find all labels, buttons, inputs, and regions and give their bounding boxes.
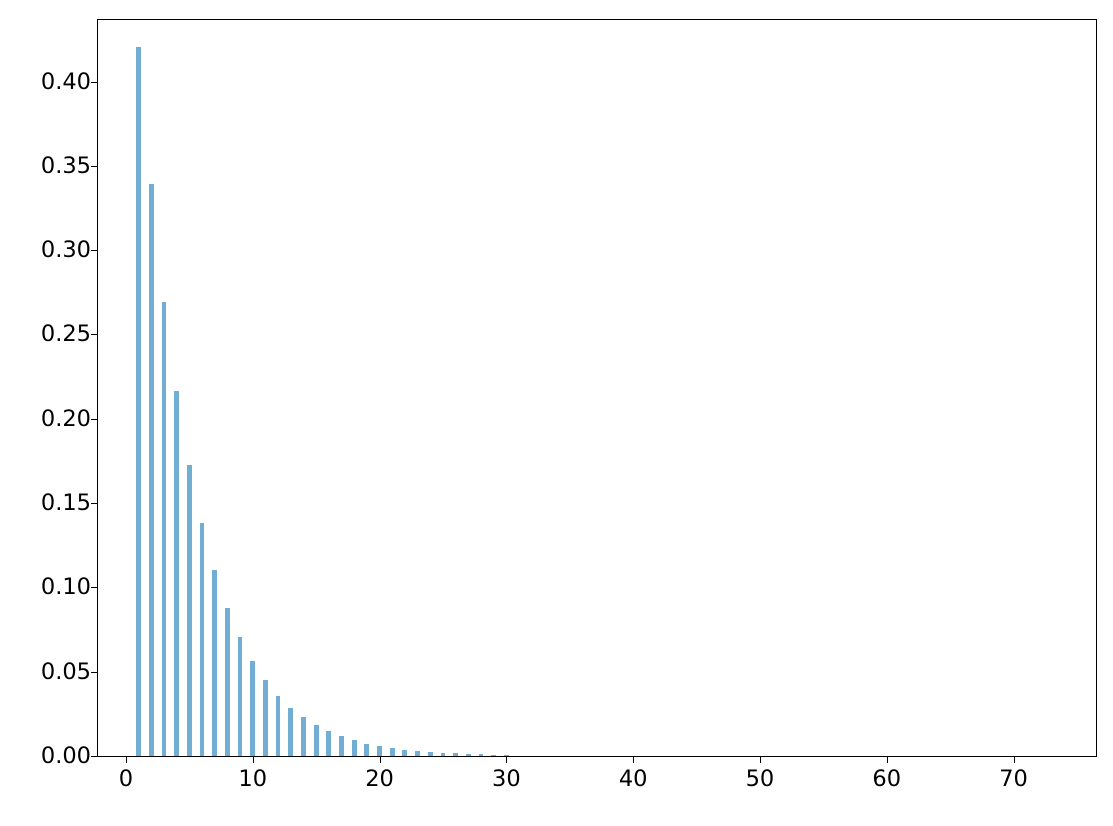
y-tick-label: 0.15 [40, 489, 91, 516]
y-tick-mark [91, 587, 98, 589]
bar [440, 752, 446, 756]
x-tick-mark [379, 756, 381, 763]
bar [339, 736, 344, 756]
bar [478, 754, 484, 756]
bar [503, 755, 509, 756]
bar [250, 661, 256, 756]
y-tick-label: 0.35 [40, 152, 91, 179]
bar [186, 464, 192, 756]
y-tick-mark [91, 165, 98, 167]
bar [224, 607, 230, 756]
y-tick-mark [91, 418, 98, 420]
x-tick-mark [125, 756, 127, 763]
plot-area [98, 20, 1096, 756]
x-tick-label: 10 [238, 766, 268, 792]
x-tick-label: 40 [618, 766, 648, 792]
y-tick-label: 0.40 [40, 68, 91, 95]
x-tick-label: 70 [999, 766, 1028, 792]
y-tick-label: 0.10 [40, 574, 91, 601]
bar [275, 695, 281, 756]
bar [377, 746, 382, 756]
x-tick-mark [633, 756, 635, 763]
bar [364, 743, 370, 756]
y-tick-mark [91, 81, 98, 83]
x-tick-label: 60 [872, 766, 902, 792]
x-tick-mark [1013, 756, 1015, 763]
y-tick-mark [91, 503, 98, 505]
x-tick-label: 0 [118, 766, 134, 792]
y-tick-mark [91, 756, 98, 757]
x-tick-mark [886, 756, 888, 763]
bar [212, 570, 218, 756]
bar [237, 637, 243, 756]
x-tick-mark [252, 756, 254, 763]
y-tick-label: 0.30 [40, 236, 91, 263]
y-tick-mark [91, 250, 98, 252]
bar [491, 754, 497, 756]
bar [262, 680, 268, 756]
bar [465, 753, 471, 756]
bar [313, 725, 319, 756]
x-tick-label: 20 [365, 766, 394, 792]
bar [402, 749, 408, 756]
y-tick-label: 0.20 [40, 405, 91, 432]
bar [326, 731, 332, 756]
bar [161, 302, 167, 756]
bar [288, 707, 294, 756]
bar [427, 751, 433, 756]
bar [415, 750, 420, 756]
bar [174, 390, 180, 756]
x-tick-mark [506, 756, 508, 763]
bar [389, 748, 395, 756]
y-tick-mark [91, 334, 98, 336]
y-tick-label: 0.00 [40, 742, 91, 769]
bar [301, 717, 306, 756]
x-tick-label: 50 [745, 766, 775, 792]
y-tick-label: 0.05 [40, 658, 91, 685]
bar [351, 740, 357, 756]
y-tick-mark [91, 671, 98, 673]
plot-axes: 0.00 0.05 0.10 0.15 0.20 0.25 0.30 0.35 0.40 0 10… [41, 19, 1097, 790]
bar [148, 183, 154, 756]
bar [136, 47, 141, 756]
x-tick-label: 30 [492, 766, 521, 792]
bar [453, 753, 458, 756]
x-tick-mark [759, 756, 761, 763]
y-tick-label: 0.25 [40, 321, 91, 348]
bar [199, 523, 205, 756]
